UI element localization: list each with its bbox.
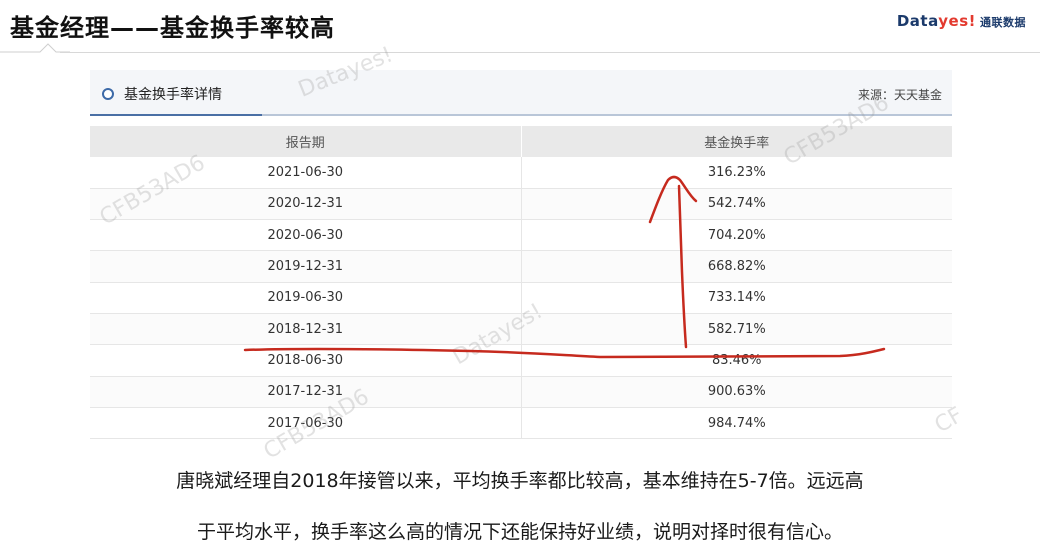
slide-title: 基金经理——基金换手率较高 [10,14,335,42]
cell-period: 2020-06-30 [90,219,522,252]
table-row: 2018-06-30 83.46% [90,344,952,377]
turnover-table: 报告期 基金换手率 2021-06-30 316.23% 2020-12-31 … [90,126,952,440]
table-row: 2020-12-31 542.74% [90,188,952,221]
panel-source: 来源：天天基金 [857,88,942,102]
cell-period: 2017-12-31 [90,376,522,408]
table-row: 2020-06-30 704.20% [90,219,952,252]
panel-title: 基金换手率详情 [124,87,222,103]
cell-period: 2020-12-31 [90,188,522,221]
column-header-period: 报告期 [90,126,522,157]
cell-turnover: 733.14% [521,282,952,314]
cell-turnover: 668.82% [521,250,952,283]
slide-header: 基金经理——基金换手率较高 Datayes! 通联数据 [0,0,1040,50]
panel-title-group: 基金换手率详情 [102,84,222,104]
brand-logo: Datayes! 通联数据 [897,12,1026,30]
cell-turnover: 984.74% [521,407,952,440]
table-row: 2021-06-30 316.23% [90,157,952,189]
cell-period: 2017-06-30 [90,407,522,440]
brand-logo-text-b: yes! [938,12,976,30]
cell-turnover: 83.46% [521,344,952,377]
table-row: 2017-06-30 984.74% [90,407,952,440]
brand-logo-cn: 通联数据 [980,16,1026,29]
panel-header-accent [90,114,262,116]
caption-line-2: 于平均水平，换手率这么高的情况下还能保持好业绩，说明对择时很有信心。 [196,521,843,543]
cell-turnover: 316.23% [521,157,952,189]
cell-period: 2018-06-30 [90,344,522,377]
cell-period: 2019-06-30 [90,282,522,314]
header-divider [60,52,1040,53]
column-header-turnover: 基金换手率 [521,126,952,157]
table-header-row: 报告期 基金换手率 [90,126,952,157]
table-row: 2019-06-30 733.14% [90,282,952,314]
cell-turnover: 582.71% [521,313,952,346]
table-row: 2018-12-31 582.71% [90,313,952,346]
cell-period: 2021-06-30 [90,157,522,189]
cell-turnover: 900.63% [521,376,952,408]
table-row: 2017-12-31 900.63% [90,376,952,408]
turnover-panel: 基金换手率详情 来源：天天基金 报告期 基金换手率 2021-06-30 316… [90,70,952,442]
panel-header: 基金换手率详情 来源：天天基金 [90,70,952,116]
table-row: 2019-12-31 668.82% [90,250,952,283]
cell-turnover: 704.20% [521,219,952,252]
caption-line-1: 唐晓斌经理自2018年接管以来，平均换手率都比较高，基本维持在5-7倍。远远高 [176,470,864,492]
brand-logo-text-a: Data [896,12,939,30]
cell-turnover: 542.74% [521,188,952,221]
cell-period: 2018-12-31 [90,313,522,346]
circle-bullet-icon [102,88,114,100]
cell-period: 2019-12-31 [90,250,522,283]
